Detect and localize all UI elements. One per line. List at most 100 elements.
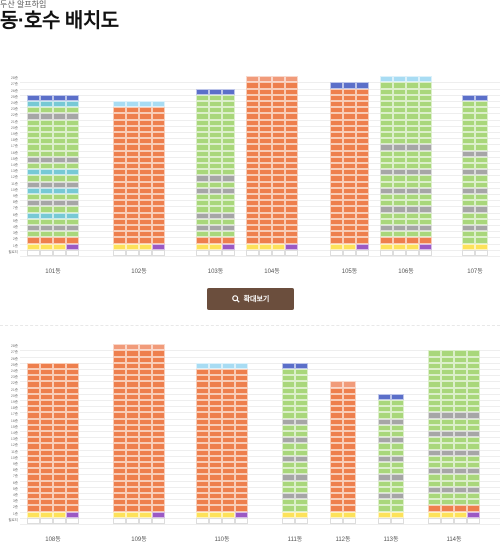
unit-cell[interactable] [27, 449, 40, 456]
unit-cell[interactable] [406, 212, 419, 219]
unit-cell[interactable] [272, 138, 285, 145]
unit-cell[interactable] [126, 511, 139, 518]
unit-cell[interactable] [272, 101, 285, 108]
unit-cell[interactable] [282, 511, 295, 518]
unit-cell[interactable] [391, 468, 404, 475]
unit-cell[interactable] [113, 493, 126, 500]
unit-cell[interactable] [406, 119, 419, 126]
unit-cell[interactable] [152, 362, 165, 369]
unit-cell[interactable] [272, 243, 285, 250]
unit-cell[interactable] [467, 486, 480, 493]
unit-cell[interactable] [378, 462, 391, 469]
unit-cell[interactable] [391, 486, 404, 493]
unit-cell[interactable] [462, 231, 475, 238]
unit-cell[interactable] [196, 400, 209, 407]
unit-cell[interactable] [40, 362, 53, 369]
unit-cell[interactable] [356, 175, 369, 182]
unit-cell[interactable] [113, 412, 126, 419]
unit-cell[interactable] [196, 462, 209, 469]
unit-cell[interactable] [285, 76, 298, 83]
unit-cell[interactable] [235, 449, 248, 456]
unit-cell[interactable] [343, 113, 356, 120]
unit-cell[interactable] [53, 437, 66, 444]
unit-cell[interactable] [66, 237, 79, 244]
unit-cell[interactable] [66, 449, 79, 456]
unit-cell[interactable] [330, 212, 343, 219]
unit-cell[interactable] [441, 424, 454, 431]
unit-cell[interactable] [475, 218, 488, 225]
unit-cell[interactable] [209, 431, 222, 438]
unit-cell[interactable] [152, 356, 165, 363]
unit-cell[interactable] [53, 107, 66, 114]
unit-cell[interactable] [209, 443, 222, 450]
unit-cell[interactable] [428, 443, 441, 450]
unit-cell[interactable] [295, 462, 308, 469]
unit-cell[interactable] [282, 406, 295, 413]
unit-cell[interactable] [378, 480, 391, 487]
unit-cell[interactable] [282, 493, 295, 500]
unit-cell[interactable] [222, 194, 235, 201]
unit-cell[interactable] [66, 113, 79, 120]
unit-cell[interactable] [285, 156, 298, 163]
unit-cell[interactable] [27, 187, 40, 194]
unit-cell[interactable] [330, 387, 343, 394]
unit-cell[interactable] [393, 150, 406, 157]
unit-cell[interactable] [441, 369, 454, 376]
unit-cell[interactable] [380, 150, 393, 157]
unit-cell[interactable] [27, 369, 40, 376]
unit-cell[interactable] [53, 132, 66, 139]
unit-cell[interactable] [419, 200, 432, 207]
unit-cell[interactable] [380, 200, 393, 207]
unit-cell[interactable] [343, 474, 356, 481]
unit-cell[interactable] [196, 125, 209, 132]
unit-cell[interactable] [209, 94, 222, 101]
unit-cell[interactable] [66, 94, 79, 101]
unit-cell[interactable] [467, 468, 480, 475]
unit-cell[interactable] [428, 493, 441, 500]
unit-cell[interactable] [378, 493, 391, 500]
unit-cell[interactable] [209, 437, 222, 444]
unit-cell[interactable] [467, 393, 480, 400]
unit-cell[interactable] [126, 468, 139, 475]
unit-cell[interactable] [126, 381, 139, 388]
unit-cell[interactable] [222, 443, 235, 450]
unit-cell[interactable] [152, 200, 165, 207]
unit-cell[interactable] [66, 406, 79, 413]
unit-cell[interactable] [209, 375, 222, 382]
unit-cell[interactable] [66, 505, 79, 512]
unit-cell[interactable] [330, 107, 343, 114]
unit-cell[interactable] [209, 107, 222, 114]
unit-cell[interactable] [66, 381, 79, 388]
unit-cell[interactable] [393, 237, 406, 244]
unit-cell[interactable] [343, 381, 356, 388]
unit-cell[interactable] [330, 486, 343, 493]
unit-cell[interactable] [285, 132, 298, 139]
unit-cell[interactable] [222, 431, 235, 438]
unit-cell[interactable] [113, 181, 126, 188]
unit-cell[interactable] [209, 218, 222, 225]
unit-cell[interactable] [462, 150, 475, 157]
unit-cell[interactable] [53, 431, 66, 438]
unit-cell[interactable] [343, 393, 356, 400]
unit-cell[interactable] [235, 418, 248, 425]
unit-cell[interactable] [126, 480, 139, 487]
unit-cell[interactable] [113, 499, 126, 506]
unit-cell[interactable] [196, 169, 209, 176]
unit-cell[interactable] [343, 163, 356, 170]
unit-cell[interactable] [139, 474, 152, 481]
unit-cell[interactable] [393, 156, 406, 163]
unit-cell[interactable] [222, 101, 235, 108]
unit-cell[interactable] [259, 82, 272, 89]
unit-cell[interactable] [53, 175, 66, 182]
unit-cell[interactable] [378, 511, 391, 518]
unit-cell[interactable] [113, 393, 126, 400]
unit-cell[interactable] [246, 101, 259, 108]
unit-cell[interactable] [356, 225, 369, 232]
unit-cell[interactable] [272, 237, 285, 244]
unit-cell[interactable] [222, 169, 235, 176]
unit-cell[interactable] [196, 231, 209, 238]
unit-cell[interactable] [356, 212, 369, 219]
unit-cell[interactable] [152, 424, 165, 431]
unit-cell[interactable] [53, 486, 66, 493]
unit-cell[interactable] [222, 424, 235, 431]
